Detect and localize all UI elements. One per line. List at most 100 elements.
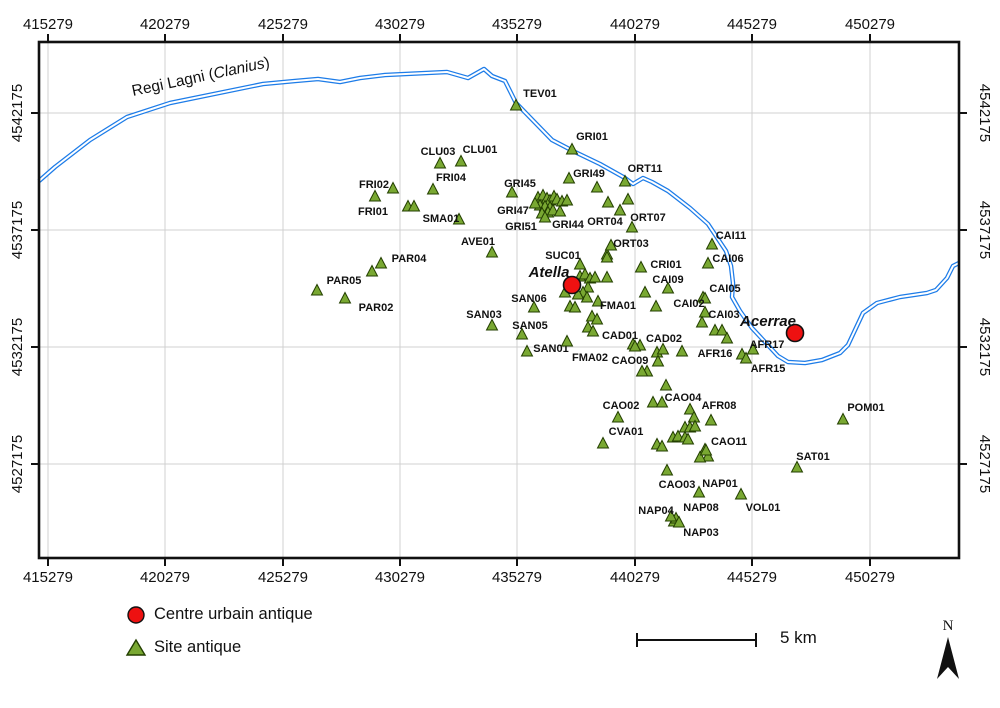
site-triangle <box>671 429 685 442</box>
site-triangle <box>681 432 695 445</box>
river-inner <box>38 68 960 364</box>
x-axis-label-top: 435279 <box>492 16 542 33</box>
x-axis-label-top: 420279 <box>140 16 190 33</box>
legend-label-centre: Centre urbain antique <box>154 605 313 623</box>
site-label: SAN03 <box>466 309 501 321</box>
site-triangle <box>621 192 635 205</box>
x-axis-label-bottom: 420279 <box>140 569 190 586</box>
site-triangle <box>590 180 604 193</box>
centre-urbain-label: Acerrae <box>739 313 796 330</box>
site-label: CRI01 <box>650 259 681 271</box>
site-label: FMA02 <box>572 352 608 364</box>
site-triangle <box>452 212 466 225</box>
site-triangle <box>527 300 541 313</box>
site-label: AFR08 <box>702 400 737 412</box>
y-axis-label-right: 4532175 <box>976 318 993 376</box>
site-triangle <box>509 98 523 111</box>
site-triangle <box>611 410 625 423</box>
centre-urbain-marker <box>562 275 582 295</box>
site-triangle <box>546 203 560 216</box>
site-label: FMA01 <box>600 300 636 312</box>
site-triangle <box>651 354 665 367</box>
site-triangle <box>672 515 686 528</box>
site-triangle <box>520 344 534 357</box>
site-triangle <box>433 156 447 169</box>
site-triangle <box>634 260 648 273</box>
x-axis-label-top: 440279 <box>610 16 660 33</box>
site-triangle <box>600 250 614 263</box>
site-label: AVE01 <box>461 236 495 248</box>
x-axis-label-bottom: 440279 <box>610 569 660 586</box>
x-axis-label-top: 430279 <box>375 16 425 33</box>
site-triangle <box>562 171 576 184</box>
site-triangle <box>836 412 850 425</box>
site-triangle <box>635 364 649 377</box>
site-triangle <box>604 238 618 251</box>
site-label: CVA01 <box>609 426 644 438</box>
site-triangle <box>705 237 719 250</box>
site-triangle <box>568 300 582 313</box>
site-label: AFR15 <box>751 363 786 375</box>
site-label: AFR17 <box>750 339 785 351</box>
y-axis-label-right: 4537175 <box>976 201 993 259</box>
site-triangle <box>365 264 379 277</box>
river-label: Regi Lagni (Clanius) <box>130 54 271 100</box>
site-triangle <box>646 395 660 408</box>
site-triangle <box>565 142 579 155</box>
site-triangle <box>675 344 689 357</box>
x-axis-label-bottom: 425279 <box>258 569 308 586</box>
site-triangle <box>659 378 673 391</box>
site-triangle <box>590 312 604 325</box>
site-triangle <box>538 210 552 223</box>
site-label: CAO11 <box>711 436 747 448</box>
site-triangle <box>386 181 400 194</box>
site-triangle <box>720 331 734 344</box>
site-label: CAI09 <box>652 274 683 286</box>
site-label: SAN05 <box>512 320 547 332</box>
site-triangle <box>655 395 669 408</box>
site-label: CLU01 <box>463 144 498 156</box>
legend: Centre urbain antique Site antique <box>118 598 313 664</box>
site-label: GRI47 <box>497 205 529 217</box>
site-triangle <box>693 450 707 463</box>
site-triangle <box>601 195 615 208</box>
site-label: GRI44 <box>552 219 585 231</box>
site-label: TEV01 <box>523 88 557 100</box>
site-label: CAI11 <box>716 230 747 242</box>
site-label: GRI49 <box>573 168 605 180</box>
site-triangle <box>374 256 388 269</box>
site-triangle <box>628 339 642 352</box>
site-label: SMA01 <box>423 213 460 225</box>
y-axis-label-left: 4527175 <box>9 435 26 493</box>
site-triangle <box>588 270 602 283</box>
site-label: FRI01 <box>358 206 388 218</box>
site-label: GRI01 <box>576 131 608 143</box>
x-axis-label-top: 425279 <box>258 16 308 33</box>
site-triangle <box>553 204 567 217</box>
site-triangle <box>688 419 702 432</box>
site-triangle <box>715 323 729 336</box>
site-triangle <box>692 485 706 498</box>
site-label: PAR04 <box>392 253 428 265</box>
site-label: FRI04 <box>436 172 467 184</box>
site-label: SAN01 <box>533 343 568 355</box>
site-label: AFR16 <box>698 348 733 360</box>
site-triangle <box>586 324 600 337</box>
site-label: VOL01 <box>746 502 781 514</box>
site-triangle <box>704 413 718 426</box>
site-triangle <box>571 287 585 300</box>
centre-urbain-icon <box>118 604 154 626</box>
site-triangle <box>683 402 697 415</box>
site-triangle <box>338 291 352 304</box>
centre-urbain-marker <box>785 323 805 343</box>
site-triangle <box>701 449 715 462</box>
scale-label: 5 km <box>780 628 817 647</box>
site-triangle <box>310 283 324 296</box>
x-axis-label-bottom: 430279 <box>375 569 425 586</box>
site-label: SAT01 <box>796 451 829 463</box>
site-triangle <box>573 257 587 270</box>
legend-label-site: Site antique <box>154 638 242 656</box>
x-axis-label-bottom: 450279 <box>845 569 895 586</box>
